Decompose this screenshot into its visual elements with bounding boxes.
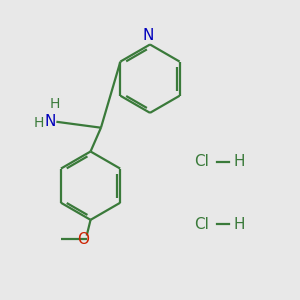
Text: O: O bbox=[77, 232, 89, 247]
Text: H: H bbox=[34, 116, 44, 130]
Text: N: N bbox=[45, 114, 56, 129]
Text: H: H bbox=[233, 217, 245, 232]
Text: N: N bbox=[143, 28, 154, 43]
Text: Cl: Cl bbox=[195, 154, 209, 169]
Text: H: H bbox=[50, 98, 60, 111]
Text: H: H bbox=[233, 154, 245, 169]
Text: Cl: Cl bbox=[195, 217, 209, 232]
